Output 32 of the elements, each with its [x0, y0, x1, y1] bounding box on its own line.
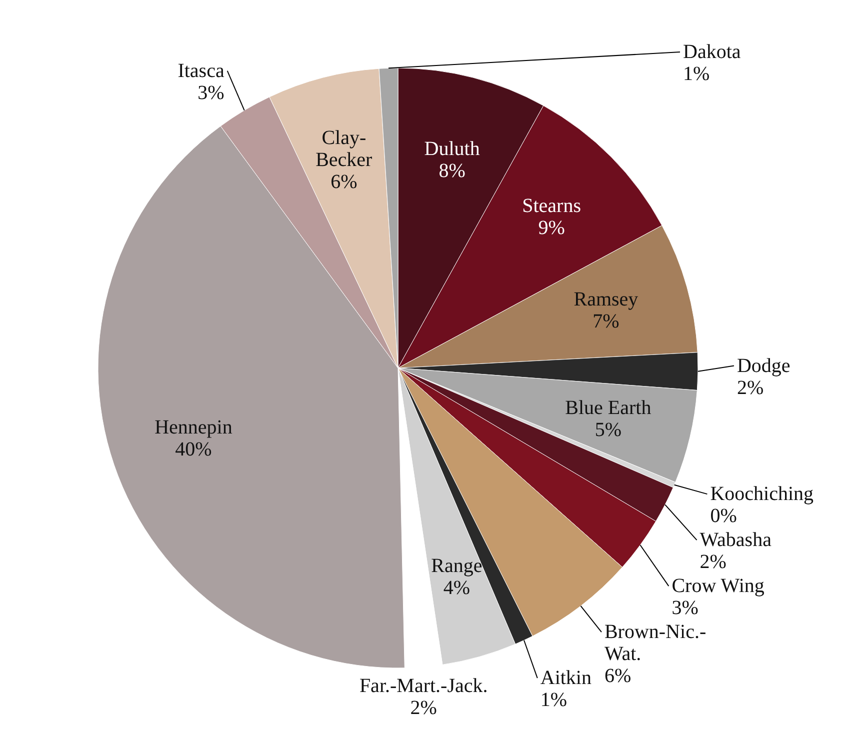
slice-label: Dakota [683, 41, 741, 63]
data-label: 1% [540, 689, 568, 712]
slice-label: Range [431, 554, 482, 577]
slice-label: Duluth [424, 138, 480, 160]
slice-label: Stearns [522, 195, 582, 218]
data-label: 6% [330, 170, 358, 193]
slice-label: Blue Earth [565, 396, 652, 419]
slice-label: Itasca [178, 60, 224, 82]
slice-label: Far.-Mart.-Jack. [359, 675, 488, 697]
slice-label: Clay-Becker [316, 126, 373, 171]
data-label: 6% [604, 665, 632, 688]
data-label: 5% [594, 418, 622, 441]
data-label: 9% [538, 217, 565, 240]
data-label: 7% [592, 310, 620, 333]
slice-label: Brown-Nic.-Wat. [604, 621, 706, 666]
slice-label: Dodge [736, 354, 790, 377]
data-label: 8% [438, 160, 466, 182]
slice-label: Ramsey [574, 288, 638, 311]
slice-label: Koochiching [710, 483, 814, 506]
slice-label: Hennepin [154, 416, 232, 438]
slice-label: Wabasha [700, 529, 772, 552]
data-label: 0% [710, 505, 737, 528]
slice-label: Crow Wing [672, 575, 764, 598]
data-label: 2% [410, 697, 437, 719]
data-label: 3% [672, 597, 698, 620]
data-label: 2% [736, 376, 764, 399]
data-label: 40% [175, 438, 212, 460]
data-label: 2% [700, 551, 726, 574]
data-label: 3% [198, 82, 224, 104]
slice-label: Aitkin [540, 667, 592, 690]
data-label: 4% [443, 576, 470, 599]
data-label: 1% [683, 63, 710, 85]
